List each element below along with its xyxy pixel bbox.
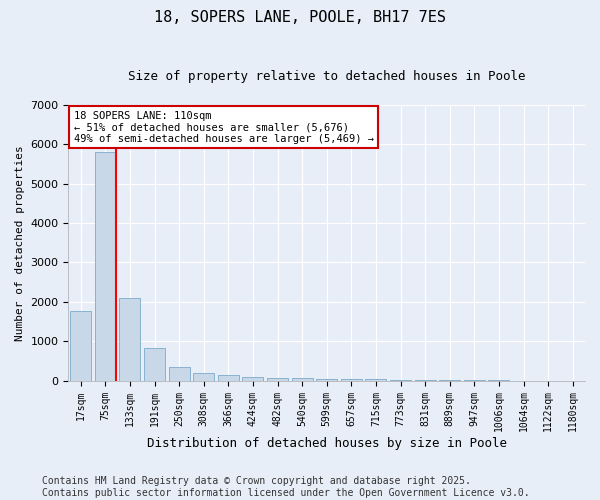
Bar <box>144 348 165 380</box>
Bar <box>169 367 190 380</box>
Bar <box>316 379 337 380</box>
Title: Size of property relative to detached houses in Poole: Size of property relative to detached ho… <box>128 70 526 83</box>
Bar <box>267 378 288 380</box>
Bar <box>119 298 140 380</box>
Text: 18 SOPERS LANE: 110sqm
← 51% of detached houses are smaller (5,676)
49% of semi-: 18 SOPERS LANE: 110sqm ← 51% of detached… <box>74 110 374 144</box>
Bar <box>193 372 214 380</box>
Text: Contains HM Land Registry data © Crown copyright and database right 2025.
Contai: Contains HM Land Registry data © Crown c… <box>42 476 530 498</box>
Bar <box>218 376 239 380</box>
Text: 18, SOPERS LANE, POOLE, BH17 7ES: 18, SOPERS LANE, POOLE, BH17 7ES <box>154 10 446 25</box>
Bar <box>95 152 116 380</box>
Y-axis label: Number of detached properties: Number of detached properties <box>15 145 25 340</box>
Bar <box>341 379 362 380</box>
Bar <box>292 378 313 380</box>
X-axis label: Distribution of detached houses by size in Poole: Distribution of detached houses by size … <box>147 437 507 450</box>
Bar <box>70 310 91 380</box>
Bar <box>242 377 263 380</box>
